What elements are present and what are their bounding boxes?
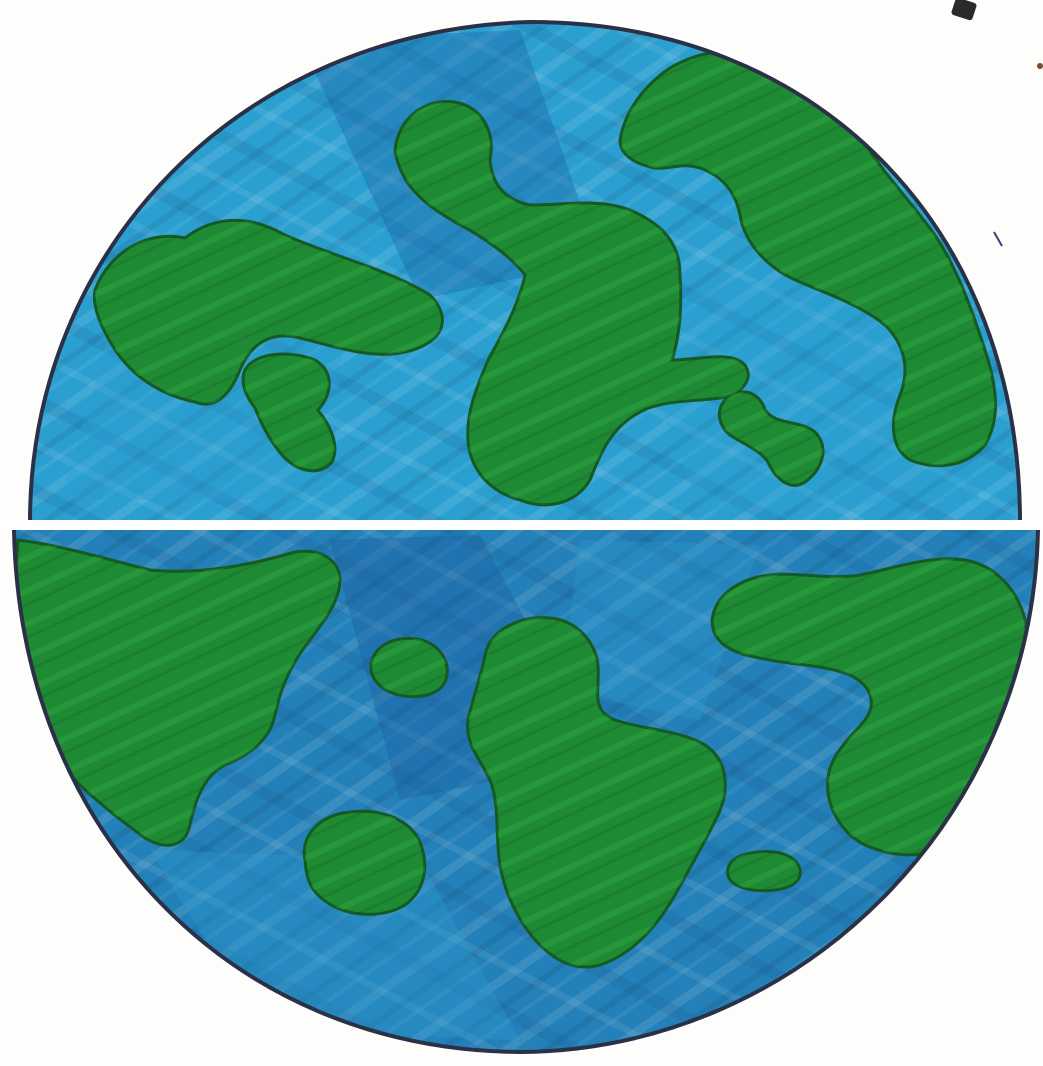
continents-top bbox=[92, 49, 997, 507]
land-texture bbox=[719, 391, 823, 486]
marker-speck bbox=[993, 231, 1003, 247]
marker-speck bbox=[951, 0, 977, 21]
marker-speck bbox=[1037, 63, 1043, 69]
ocean-shade bbox=[560, 540, 760, 720]
globe-bottom-outline bbox=[12, 529, 1040, 1055]
land-texture bbox=[620, 50, 996, 466]
land-texture bbox=[395, 101, 749, 505]
land-texture bbox=[304, 811, 425, 915]
land-texture bbox=[712, 558, 1029, 855]
land-texture bbox=[15, 540, 341, 846]
fold-seam bbox=[0, 520, 1043, 529]
continents-bottom bbox=[14, 538, 1031, 969]
globe-top-outline bbox=[28, 19, 1022, 523]
land-texture bbox=[243, 354, 335, 471]
bottom-hemisphere bbox=[14, 530, 1038, 1052]
top-hemisphere bbox=[30, 22, 1020, 522]
land-texture bbox=[727, 851, 801, 891]
land-texture bbox=[467, 617, 726, 968]
land-texture bbox=[94, 220, 443, 405]
land-texture bbox=[370, 638, 448, 697]
